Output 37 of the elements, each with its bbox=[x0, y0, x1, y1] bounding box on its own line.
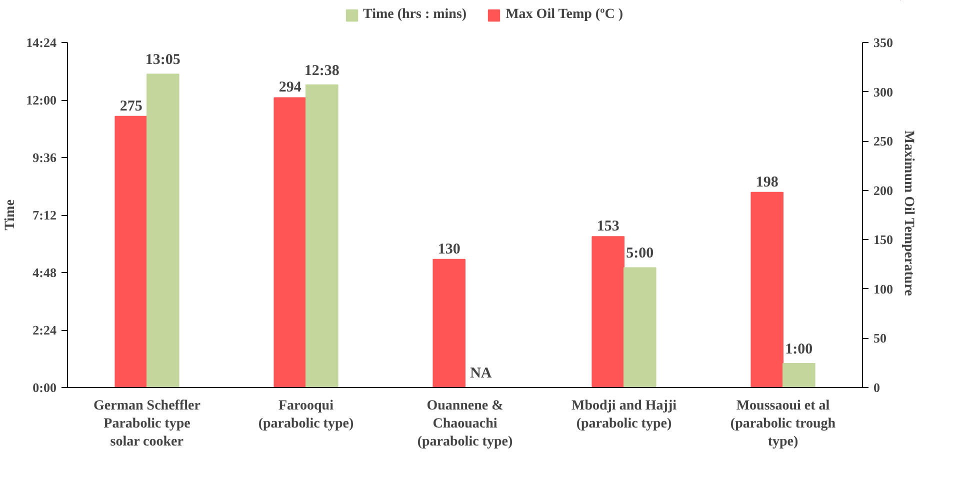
data-label: 153 bbox=[596, 218, 620, 235]
legend-label: Max Oil Temp (ºC ) bbox=[506, 7, 623, 23]
data-label: 275 bbox=[120, 98, 142, 114]
y2-tick-label: 350 bbox=[874, 35, 893, 50]
data-label: 130 bbox=[438, 241, 460, 258]
text: NA bbox=[470, 366, 492, 382]
bar bbox=[782, 363, 816, 388]
x-tick-label: German Scheffler Parabolic type solar cooker bbox=[94, 398, 200, 450]
y2-tick-label: 250 bbox=[874, 134, 893, 149]
bar bbox=[750, 192, 784, 388]
data-label: 1:00 bbox=[785, 342, 813, 358]
y-tick-label: 0:00 bbox=[32, 380, 57, 395]
data-label: 294 bbox=[278, 80, 302, 96]
y2-tick-label: 200 bbox=[874, 182, 893, 198]
y-tick-label: 9:36 bbox=[32, 150, 57, 165]
legend-label: Time (hrs : mins) bbox=[363, 7, 467, 23]
x-tick-label: Farooqui (parabolic type) bbox=[258, 398, 354, 432]
data-label: 12:38 bbox=[304, 62, 340, 79]
bar bbox=[432, 258, 466, 388]
y-axis-title: Time bbox=[3, 200, 18, 230]
y2-tick-label: 100 bbox=[874, 281, 893, 296]
data-label: 13:05 bbox=[145, 52, 180, 68]
y-tick-label: 7:12 bbox=[32, 208, 57, 222]
y-tick-label: 2:24 bbox=[32, 322, 57, 338]
y-tick-label: 4:48 bbox=[32, 265, 57, 280]
y2-tick-label: 0 bbox=[874, 380, 880, 395]
y2-tick-label: 150 bbox=[874, 232, 893, 248]
y2-axis-title: Maximum Oil Temperature bbox=[901, 130, 916, 296]
x-tick-label: Ouannene & Chaouachi (parabolic type) bbox=[417, 398, 513, 450]
y-tick-label: 14:24 bbox=[26, 35, 57, 50]
y2-tick-label: 300 bbox=[874, 84, 893, 100]
x-tick-label: Mbodji and Hajji (parabolic type) bbox=[571, 398, 677, 432]
x-tick-label: Moussaoui et al (parabolic trough type) bbox=[730, 398, 836, 450]
y2-tick-label: 50 bbox=[874, 330, 886, 346]
data-label: 198 bbox=[756, 174, 778, 190]
y-tick-label: 12:00 bbox=[26, 92, 57, 108]
data-label: 5:00 bbox=[626, 246, 654, 262]
